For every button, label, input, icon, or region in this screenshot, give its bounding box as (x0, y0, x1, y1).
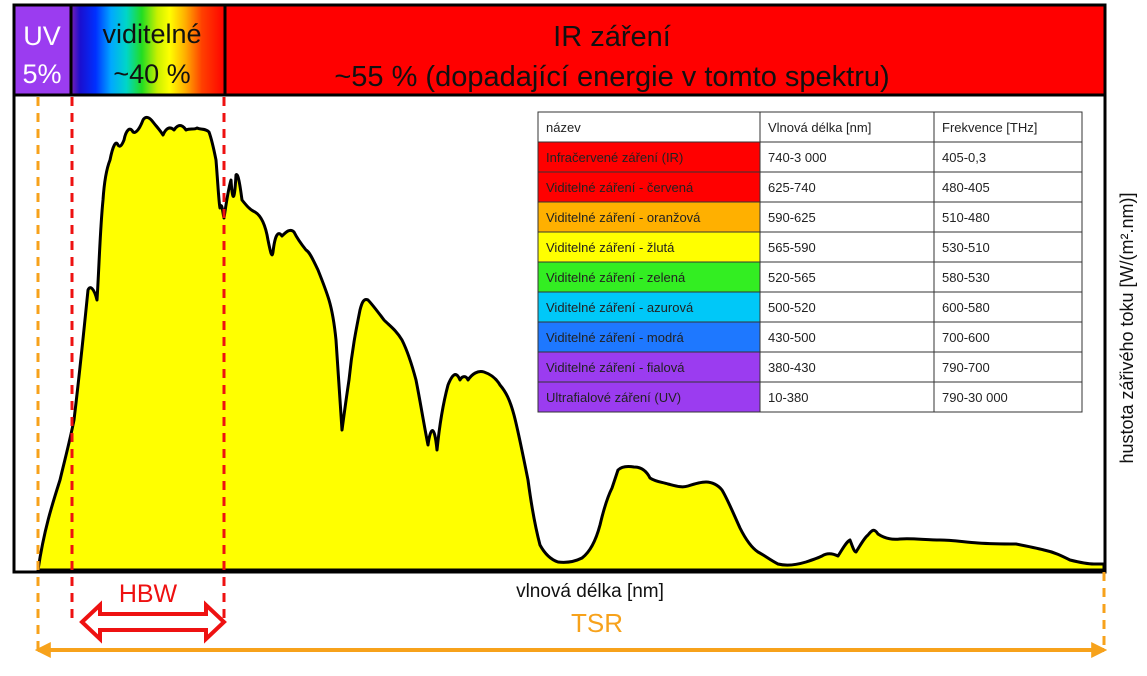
table-cell (759, 201, 935, 233)
table-cell-text: Viditelné záření - zelená (546, 270, 686, 285)
table-cell (933, 321, 1083, 353)
table-header-text: Frekvence [THz] (942, 120, 1037, 135)
ir-share: ~55 % (dopadající energie v tomto spektr… (334, 61, 889, 93)
table-cell-text: 430-500 (768, 330, 816, 345)
table-cell-text: Ultrafialové záření (UV) (546, 390, 681, 405)
table-cell-text: 600-580 (942, 300, 990, 315)
y-axis-label: hustota zářivého toku [W/(m².nm)] (1117, 192, 1137, 463)
table-cell (759, 261, 935, 293)
spectrum-band-strip: UV 5% viditelné ~40 % IR záření ~55 % (d… (12, 3, 1107, 97)
table-cell-text: 565-590 (768, 240, 816, 255)
table-cell-text: 700-600 (942, 330, 990, 345)
table-cell (933, 261, 1083, 293)
table-cell (933, 171, 1083, 203)
table-cell-text: 10-380 (768, 390, 808, 405)
table-cell-text: Viditelné záření - azurová (546, 300, 694, 315)
table-cell-text: Viditelné záření - modrá (546, 330, 685, 345)
hbw-label: HBW (119, 580, 178, 608)
table-cell (933, 291, 1083, 323)
table-header-cell (537, 111, 761, 143)
table-cell (759, 381, 935, 413)
table-cell (537, 261, 761, 293)
table-cell (759, 291, 935, 323)
table-cell (933, 231, 1083, 263)
table-cell-text: Viditelné záření - žlutá (546, 240, 675, 255)
uv-label: UV (23, 21, 61, 51)
table-cell (537, 321, 761, 353)
table-cell-text: 520-565 (768, 270, 816, 285)
table-cell-text: Viditelné záření - fialová (546, 360, 685, 375)
visible-label: viditelné (102, 19, 201, 49)
table-cell-text: 590-625 (768, 210, 816, 225)
table-header-text: název (546, 120, 581, 135)
table-cell-text: 530-510 (942, 240, 990, 255)
ir-label: IR záření (553, 21, 671, 53)
table-cell (933, 381, 1083, 413)
table-cell-text: 500-520 (768, 300, 816, 315)
table-header-cell (933, 111, 1083, 143)
table-cell-text: 740-3 000 (768, 150, 827, 165)
table-cell-text: Viditelné záření - oranžová (546, 210, 701, 225)
table-cell (759, 141, 935, 173)
table-cell-text: 510-480 (942, 210, 990, 225)
ir-band (223, 3, 1107, 97)
table-cell (759, 351, 935, 383)
tsr-label: TSR (571, 608, 623, 638)
table-cell-text: 790-30 000 (942, 390, 1008, 405)
table-cell (933, 141, 1083, 173)
spectrum-table: název Vlnová délka [nm] Frekvence [THz] Inf… (537, 111, 1083, 413)
table-cell (759, 231, 935, 263)
table-cell-text: 625-740 (768, 180, 816, 195)
table-cell-text: 580-530 (942, 270, 990, 285)
table-cell (933, 201, 1083, 233)
table-cell-text: 405-0,3 (942, 150, 986, 165)
visible-band (69, 3, 227, 97)
visible-share: ~40 % (113, 59, 190, 89)
table-cell-text: Viditelné záření - červená (546, 180, 694, 195)
uv-share: 5% (22, 59, 61, 89)
table-header-text: Vlnová délka [nm] (768, 120, 871, 135)
table-cell-text: Infračervené záření (IR) (546, 150, 683, 165)
spectrum-area (36, 115, 1106, 572)
table-cell (537, 171, 761, 203)
table-cell (759, 321, 935, 353)
table-cell-text: 790-700 (942, 360, 990, 375)
table-cell-text: 380-430 (768, 360, 816, 375)
table-cell (537, 231, 761, 263)
x-axis-label: vlnová délka [nm] (516, 581, 664, 602)
hbw-arrow (79, 600, 227, 644)
table-cell-text: 480-405 (942, 180, 990, 195)
